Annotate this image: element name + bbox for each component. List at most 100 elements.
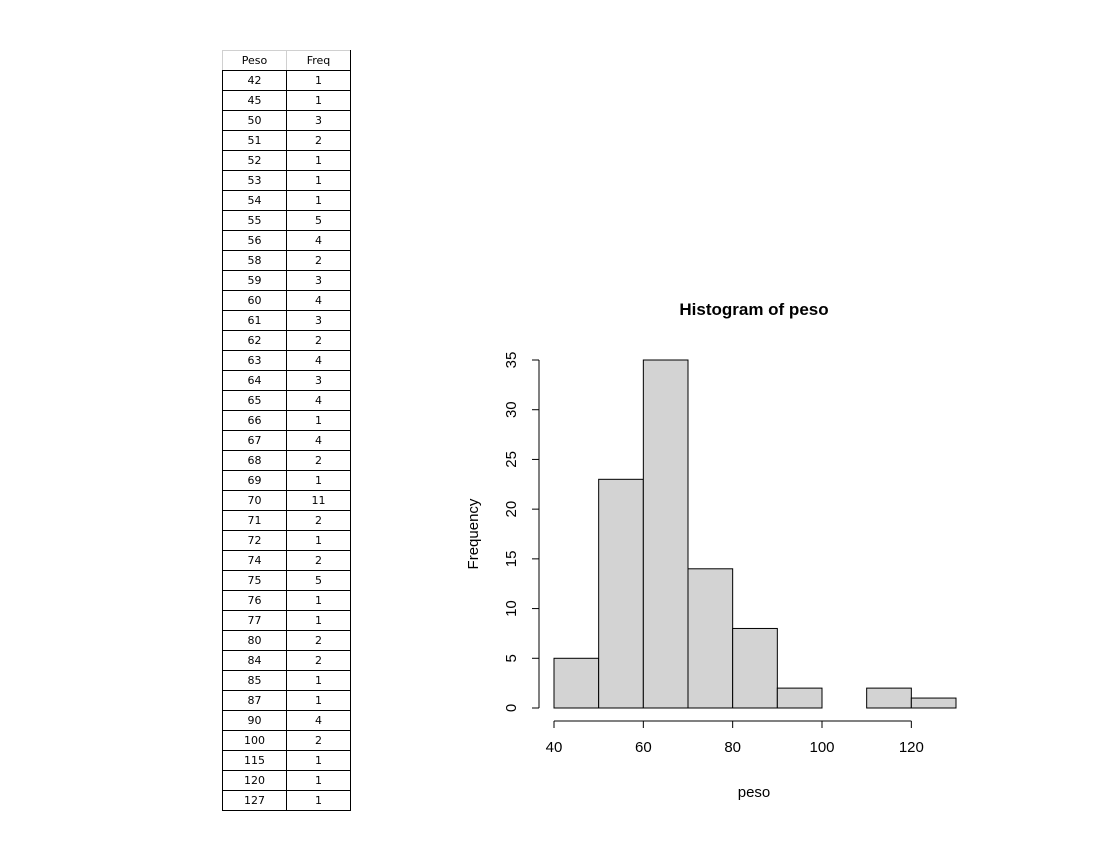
peso-cell: 52: [222, 150, 287, 171]
histogram-bar-70-80: [687, 568, 734, 709]
x-axis: 40 60 80 100 120: [546, 720, 924, 756]
y-tick-label: 10: [503, 600, 520, 617]
x-tick-label: 40: [546, 739, 563, 756]
peso-cell: 76: [222, 590, 287, 611]
y-tick-label: 35: [503, 352, 520, 369]
table-body: 42 1 45 1 50 3 51 2 52 1 53 1 54 1 55 5 56 4 58 2 59 3 60 4 61 3 6…: [222, 70, 351, 811]
peso-cell: 84: [222, 650, 287, 671]
table-row: 87 1: [222, 690, 351, 711]
table-row: 75 5: [222, 570, 351, 591]
peso-cell: 56: [222, 230, 287, 251]
freq-cell: 1: [286, 90, 351, 111]
peso-cell: 115: [222, 750, 287, 771]
table-row: 68 2: [222, 450, 351, 471]
x-tick-label: 80: [724, 739, 741, 756]
freq-cell: 1: [286, 410, 351, 431]
peso-cell: 67: [222, 430, 287, 451]
freq-cell: 1: [286, 150, 351, 171]
peso-cell: 64: [222, 370, 287, 391]
table-row: 50 3: [222, 110, 351, 131]
freq-cell: 3: [286, 370, 351, 391]
freq-cell: 3: [286, 270, 351, 291]
table-row: 80 2: [222, 630, 351, 651]
y-axis-label: Frequency: [465, 498, 482, 569]
x-tick-label: 60: [635, 739, 652, 756]
column-header-peso: Peso: [222, 50, 287, 71]
peso-cell: 59: [222, 270, 287, 291]
freq-cell: 4: [286, 290, 351, 311]
freq-cell: 1: [286, 70, 351, 91]
table-row: 67 4: [222, 430, 351, 451]
table-row: 60 4: [222, 290, 351, 311]
table-row: 64 3: [222, 370, 351, 391]
peso-cell: 65: [222, 390, 287, 411]
freq-cell: 1: [286, 470, 351, 491]
peso-cell: 90: [222, 710, 287, 731]
freq-cell: 2: [286, 330, 351, 351]
freq-cell: 2: [286, 630, 351, 651]
peso-cell: 63: [222, 350, 287, 371]
table-row: 63 4: [222, 350, 351, 371]
peso-cell: 58: [222, 250, 287, 271]
freq-cell: 2: [286, 510, 351, 531]
table-row: 69 1: [222, 470, 351, 491]
chart-title: Histogram of peso: [679, 300, 828, 319]
peso-cell: 60: [222, 290, 287, 311]
table-row: 42 1: [222, 70, 351, 91]
histogram-bar-40-50: [553, 657, 600, 709]
histogram-bar-80-90: [732, 627, 778, 709]
histogram-bar-110-120: [866, 687, 912, 709]
table-row: 100 2: [222, 730, 351, 751]
histogram-bar-50-60: [598, 478, 644, 709]
freq-cell: 2: [286, 550, 351, 571]
y-tick-label: 25: [503, 451, 520, 468]
freq-cell: 1: [286, 530, 351, 551]
table-row: 76 1: [222, 590, 351, 611]
peso-cell: 42: [222, 70, 287, 91]
column-header-freq: Freq: [286, 50, 351, 71]
freq-cell: 1: [286, 690, 351, 711]
freq-cell: 2: [286, 250, 351, 271]
table-row: 54 1: [222, 190, 351, 211]
table-row: 55 5: [222, 210, 351, 231]
table-row: 127 1: [222, 790, 351, 811]
peso-cell: 85: [222, 670, 287, 691]
table-row: 51 2: [222, 130, 351, 151]
histogram-bars: [553, 359, 957, 709]
peso-cell: 61: [222, 310, 287, 331]
freq-cell: 2: [286, 650, 351, 671]
peso-cell: 75: [222, 570, 287, 591]
freq-cell: 3: [286, 110, 351, 131]
histogram-bar-120-130: [910, 697, 957, 709]
freq-cell: 1: [286, 770, 351, 791]
histogram-chart: Histogram of peso peso Frequency 40 60 80 1…: [465, 300, 957, 801]
peso-cell: 69: [222, 470, 287, 491]
y-tick-label: 5: [503, 654, 520, 662]
freq-cell: 3: [286, 310, 351, 331]
histogram-bar-60-70: [642, 359, 689, 709]
table-row: 52 1: [222, 150, 351, 171]
freq-cell: 4: [286, 390, 351, 411]
peso-cell: 51: [222, 130, 287, 151]
table-row: 74 2: [222, 550, 351, 571]
table-row: 77 1: [222, 610, 351, 631]
peso-cell: 53: [222, 170, 287, 191]
y-axis: 0 5 10 15 20 25 30 35: [503, 352, 540, 712]
peso-cell: 100: [222, 730, 287, 751]
x-tick-label: 120: [899, 739, 924, 756]
peso-cell: 55: [222, 210, 287, 231]
y-tick-label: 30: [503, 401, 520, 418]
freq-cell: 4: [286, 350, 351, 371]
peso-cell: 68: [222, 450, 287, 471]
table-row: 65 4: [222, 390, 351, 411]
peso-cell: 127: [222, 790, 287, 811]
table-row: 72 1: [222, 530, 351, 551]
table-row: 66 1: [222, 410, 351, 431]
table-row: 59 3: [222, 270, 351, 291]
peso-cell: 74: [222, 550, 287, 571]
freq-cell: 5: [286, 210, 351, 231]
table-row: 53 1: [222, 170, 351, 191]
freq-cell: 1: [286, 670, 351, 691]
table-row: 115 1: [222, 750, 351, 771]
peso-cell: 77: [222, 610, 287, 631]
